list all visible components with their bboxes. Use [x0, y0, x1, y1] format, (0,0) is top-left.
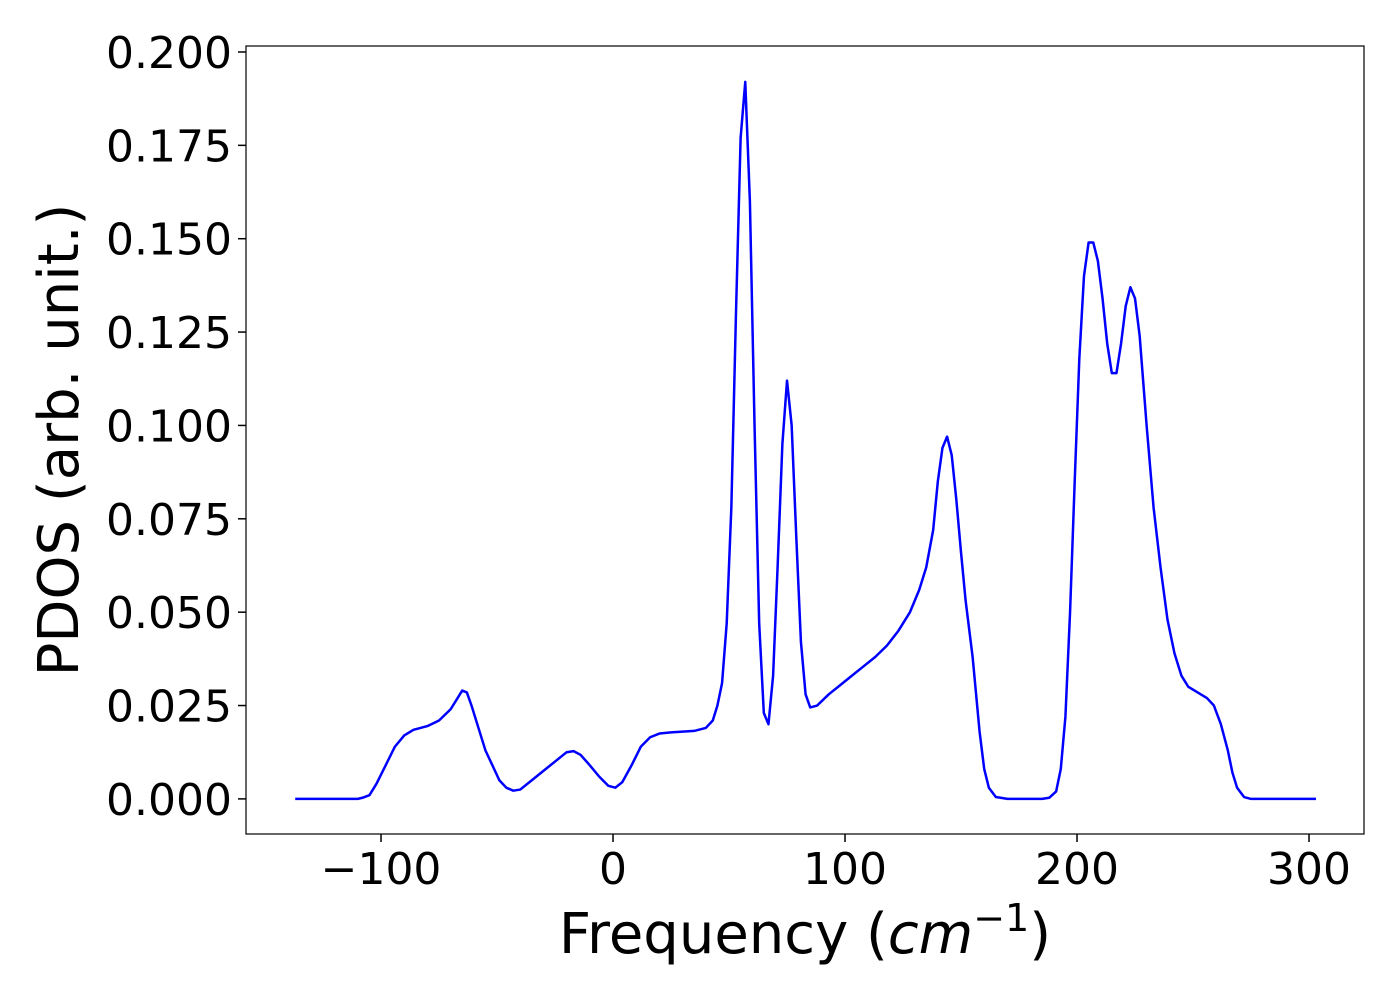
- y-tick-label: 0.100: [106, 401, 232, 452]
- x-tick-label: 300: [1267, 844, 1351, 895]
- plot-frame: [245, 45, 1365, 835]
- y-tick-label: 0.125: [106, 308, 232, 359]
- x-tick-label: 200: [1035, 844, 1119, 895]
- y-tick-label: 0.000: [106, 775, 232, 826]
- x-label-superscript: −1: [973, 896, 1029, 940]
- x-tick-label: 0: [599, 844, 627, 895]
- y-tick-label: 0.075: [106, 495, 232, 546]
- y-tick-label: 0.025: [106, 682, 232, 733]
- y-tick-label: 0.200: [106, 28, 232, 79]
- y-tick-label: 0.175: [106, 121, 232, 172]
- data-line: [295, 80, 1316, 801]
- x-label-text: Frequency (: [559, 902, 888, 967]
- x-label-math: cm: [888, 902, 973, 967]
- y-tick-label: 0.150: [106, 215, 232, 266]
- x-tick-label: 100: [803, 844, 887, 895]
- x-label-close: ): [1029, 902, 1051, 967]
- x-axis-label: Frequency (cm−1): [559, 896, 1051, 967]
- x-tick-label: −100: [321, 844, 442, 895]
- y-tick-label: 0.050: [106, 588, 232, 639]
- y-axis-label: PDOS (arb. unit.): [27, 204, 92, 677]
